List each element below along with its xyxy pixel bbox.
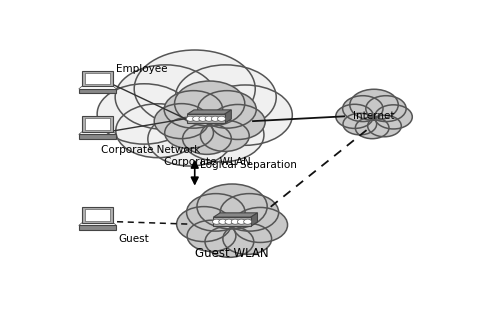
- Circle shape: [199, 116, 207, 121]
- Circle shape: [205, 116, 213, 121]
- Ellipse shape: [198, 91, 256, 128]
- Text: Logical Separation: Logical Separation: [201, 160, 297, 170]
- Circle shape: [225, 219, 233, 224]
- Bar: [79, 225, 116, 230]
- Ellipse shape: [343, 96, 383, 122]
- Circle shape: [231, 219, 239, 224]
- Text: Employee: Employee: [116, 64, 168, 74]
- Ellipse shape: [175, 65, 276, 129]
- Text: Guest WLAN: Guest WLAN: [195, 247, 269, 260]
- Polygon shape: [225, 110, 231, 123]
- Ellipse shape: [176, 207, 231, 242]
- Bar: [82, 207, 113, 223]
- Ellipse shape: [201, 120, 249, 151]
- Text: Corporate Network: Corporate Network: [101, 145, 201, 155]
- Bar: [79, 134, 116, 139]
- Ellipse shape: [233, 207, 288, 243]
- Ellipse shape: [97, 84, 191, 144]
- Ellipse shape: [116, 104, 200, 158]
- Bar: [85, 73, 110, 85]
- Ellipse shape: [187, 220, 236, 252]
- Ellipse shape: [366, 96, 406, 122]
- Ellipse shape: [211, 104, 265, 139]
- Ellipse shape: [115, 65, 216, 129]
- Bar: [214, 217, 251, 226]
- Circle shape: [238, 219, 245, 224]
- Circle shape: [187, 116, 194, 121]
- Ellipse shape: [183, 123, 231, 154]
- Ellipse shape: [368, 115, 402, 137]
- Bar: [82, 116, 113, 132]
- Ellipse shape: [205, 226, 254, 257]
- Circle shape: [213, 219, 220, 224]
- Ellipse shape: [154, 104, 209, 139]
- Ellipse shape: [220, 194, 279, 231]
- Text: Internet: Internet: [353, 111, 395, 121]
- Circle shape: [193, 116, 201, 121]
- Bar: [187, 114, 225, 123]
- Polygon shape: [251, 213, 257, 226]
- Ellipse shape: [375, 105, 412, 129]
- Circle shape: [219, 219, 227, 224]
- Polygon shape: [187, 110, 231, 114]
- Bar: [85, 209, 110, 221]
- Bar: [79, 89, 116, 93]
- Ellipse shape: [350, 89, 398, 120]
- Ellipse shape: [148, 112, 232, 166]
- Text: Guest: Guest: [118, 234, 149, 244]
- Ellipse shape: [198, 85, 292, 145]
- Ellipse shape: [223, 223, 272, 254]
- Ellipse shape: [343, 113, 376, 135]
- Ellipse shape: [197, 184, 267, 229]
- Bar: [82, 71, 113, 86]
- Bar: [85, 118, 110, 130]
- Ellipse shape: [336, 104, 374, 128]
- Ellipse shape: [174, 81, 245, 126]
- Circle shape: [211, 116, 219, 121]
- Ellipse shape: [180, 108, 264, 162]
- Circle shape: [217, 116, 226, 121]
- Ellipse shape: [187, 194, 245, 231]
- Ellipse shape: [355, 117, 389, 139]
- Circle shape: [244, 219, 252, 224]
- Ellipse shape: [134, 50, 255, 128]
- Ellipse shape: [164, 91, 223, 128]
- Ellipse shape: [165, 117, 214, 148]
- Polygon shape: [214, 213, 257, 217]
- Text: Corporate WLAN: Corporate WLAN: [164, 157, 251, 167]
